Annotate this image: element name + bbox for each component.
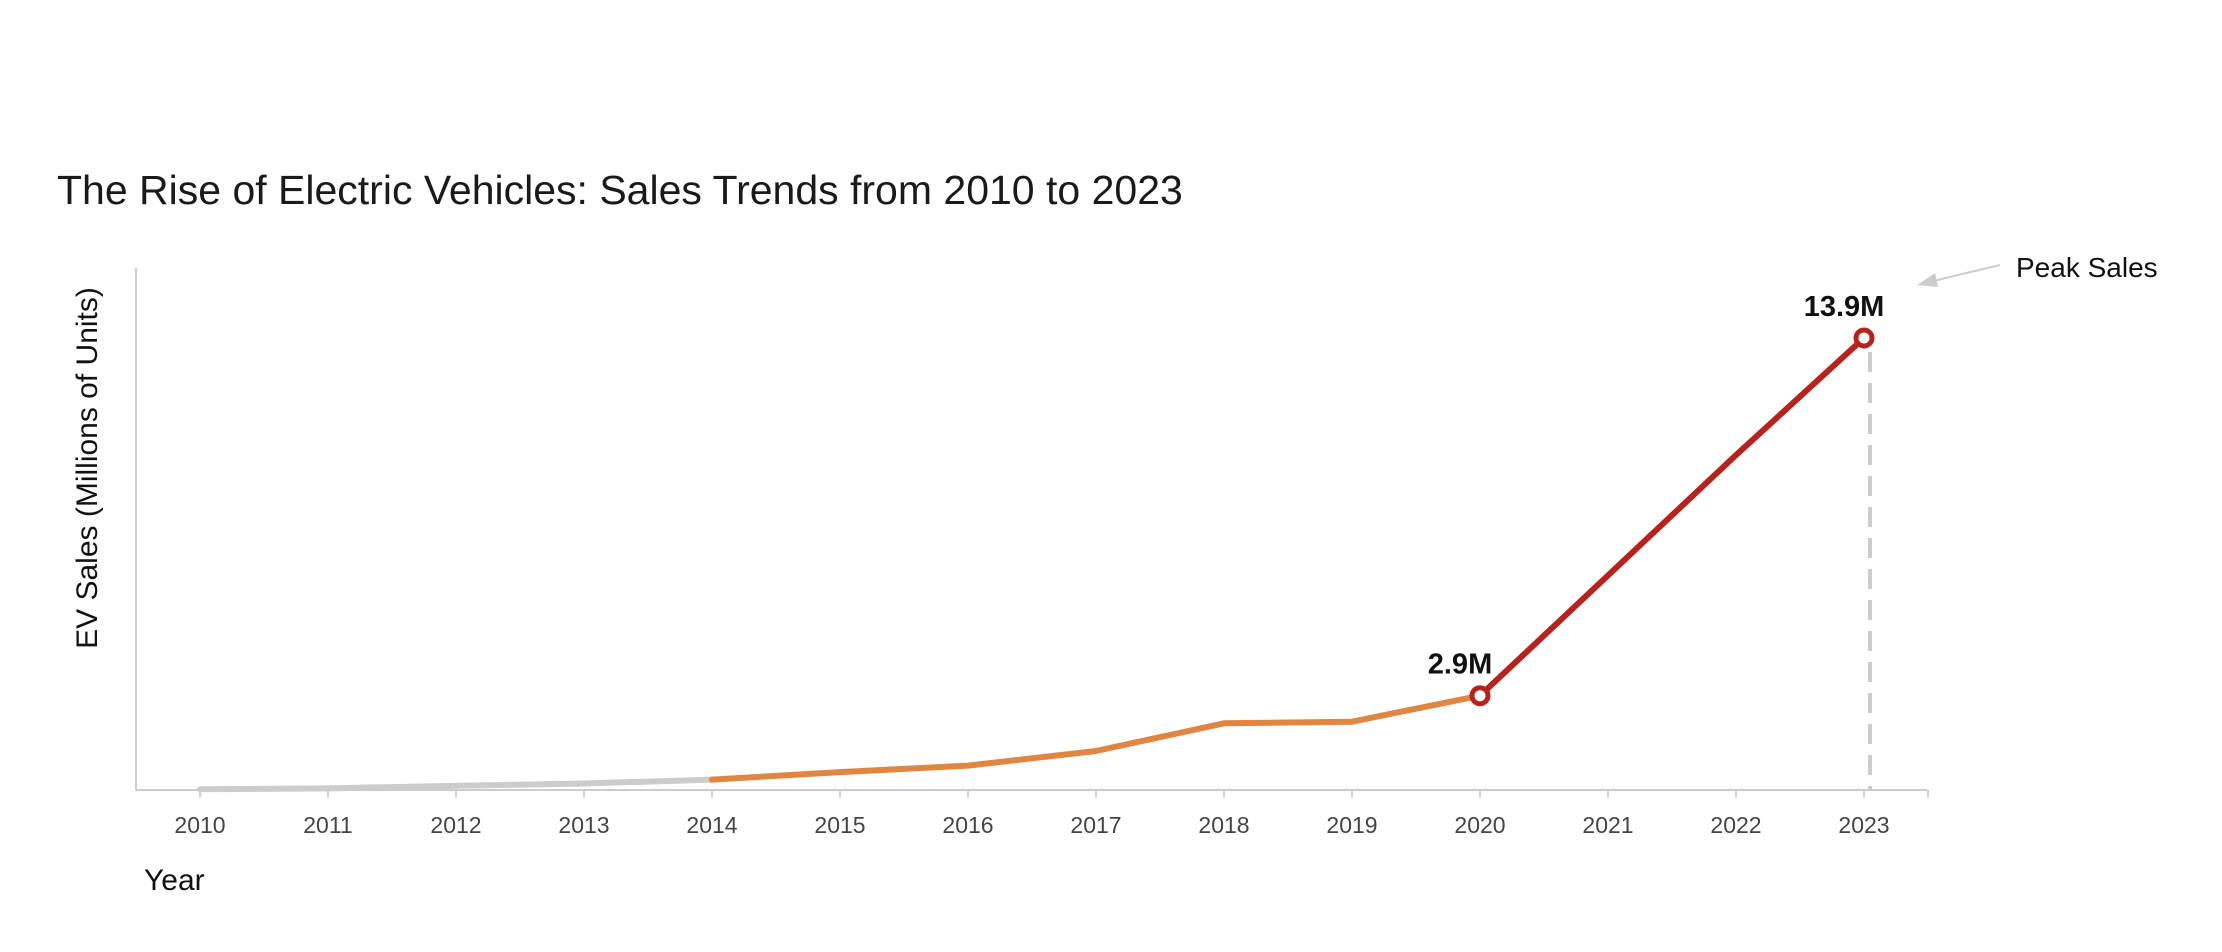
x-axis-label: Year [144, 864, 205, 897]
annotation-arrow-head [1917, 273, 1938, 287]
annotation-arrow-line [1929, 265, 2000, 282]
x-tick-label-2020: 2020 [1454, 812, 1505, 838]
data-point-2023 [1856, 330, 1872, 346]
series-line-growth [712, 696, 1480, 780]
x-tick-label-2014: 2014 [686, 812, 737, 838]
x-tick-label-2022: 2022 [1710, 812, 1761, 838]
data-label-2023: 13.9M [1804, 291, 1885, 323]
data-label-2020: 2.9M [1428, 649, 1492, 681]
x-tick-label-2013: 2013 [558, 812, 609, 838]
x-tick-label-2017: 2017 [1070, 812, 1121, 838]
annotation-group: Peak Sales [1917, 252, 2158, 287]
annotation-peak-sales: Peak Sales [2016, 252, 2158, 283]
y-axis-label: EV Sales (Millions of Units) [71, 287, 104, 649]
data-labels: 2.9M 13.9M [1428, 291, 1885, 681]
data-point-2020 [1472, 688, 1488, 704]
x-tick-label-2010: 2010 [174, 812, 225, 838]
x-tick-label-2023: 2023 [1838, 812, 1889, 838]
series-line-early [200, 780, 712, 790]
x-tick-label-2012: 2012 [430, 812, 481, 838]
series-line-surge [1480, 338, 1864, 696]
series-lines [200, 338, 1864, 789]
x-axis-ticks: 2010 2011 2012 2013 2014 2015 2016 2017 2018 2019… [174, 790, 1928, 838]
x-tick-label-2011: 2011 [303, 812, 352, 838]
chart-title: The Rise of Electric Vehicles: Sales Tre… [57, 167, 1183, 213]
x-tick-label-2021: 2021 [1582, 812, 1633, 838]
x-tick-label-2018: 2018 [1198, 812, 1249, 838]
x-tick-label-2019: 2019 [1326, 812, 1377, 838]
x-tick-label-2016: 2016 [942, 812, 993, 838]
x-tick-label-2015: 2015 [814, 812, 865, 838]
